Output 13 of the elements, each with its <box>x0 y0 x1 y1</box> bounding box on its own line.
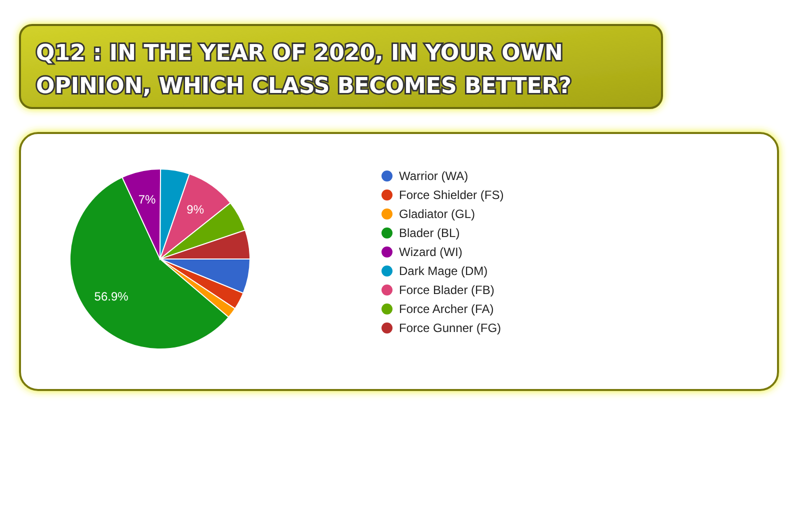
legend-label: Force Archer (FA) <box>399 302 494 316</box>
legend-label: Blader (BL) <box>399 226 460 240</box>
legend-label: Wizard (WI) <box>399 245 462 260</box>
legend-label: Warrior (WA) <box>399 169 468 184</box>
legend-label: Force Blader (FB) <box>399 283 494 298</box>
legend-label: Gladiator (GL) <box>399 207 476 222</box>
data-label: 56.9% <box>94 289 129 304</box>
chart-title: Q12 : IN THE YEAR OF 2020, IN YOUR OWN OPINION, WHICH CLASS BECOMES BETTER? <box>36 41 572 99</box>
data-label: 7% <box>138 192 156 206</box>
data-label: 9% <box>186 202 204 216</box>
legend-label: Force Gunner (FG) <box>399 321 502 336</box>
legend-label: Force Shielder (FS) <box>399 188 504 202</box>
legend-label: Dark Mage (DM) <box>399 264 488 278</box>
